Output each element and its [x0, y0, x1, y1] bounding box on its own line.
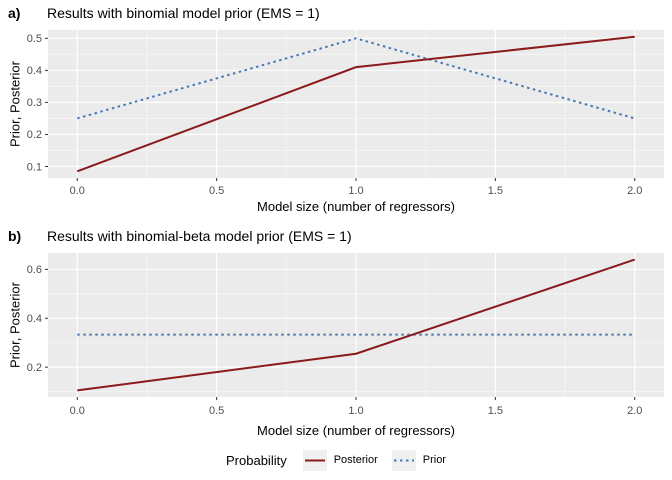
y-tick-label-a: 0.3	[27, 97, 42, 109]
posterior-key-swatch	[302, 449, 327, 471]
x-tick-label-b: 0.5	[209, 405, 224, 417]
panel-a-tag: a)	[8, 5, 21, 21]
prior-line-a	[76, 37, 636, 120]
x-tick-label-b: 1.0	[348, 405, 363, 417]
y-tick-label-a: 0.2	[27, 129, 42, 141]
x-tick-label-a: 0.0	[70, 185, 85, 197]
panel-a-title-text: Results with binomial model prior (EMS =…	[47, 5, 320, 21]
legend: Probability Posterior Prior	[0, 447, 672, 473]
panel-b-ylabel: Prior, Posterior	[7, 282, 23, 368]
panel-a-title: a) Results with binomial model prior (EMS…	[8, 5, 320, 21]
panel-b-title-text: Results with binomial-beta model prior (…	[47, 228, 352, 244]
x-tick-label-b: 0.0	[70, 405, 85, 417]
legend-label-posterior: Posterior	[333, 454, 378, 466]
y-tick-label-a: 0.1	[27, 161, 42, 173]
panel-b-xlabel: Model size (number of regressors)	[257, 423, 455, 438]
legend-title: Probability	[226, 452, 287, 468]
prior-key-swatch	[391, 449, 416, 471]
x-tick-label-b: 2.0	[627, 405, 642, 417]
y-tick-label-b: 0.2	[27, 362, 42, 374]
posterior-line-a	[76, 35, 635, 173]
posterior-line-b	[77, 258, 636, 392]
legend-item-posterior: Posterior	[302, 449, 378, 471]
x-tick-label-a: 1.5	[488, 185, 503, 197]
x-tick-label-b: 1.5	[488, 405, 503, 417]
y-tick-label-b: 0.6	[27, 264, 42, 276]
panel-b-tag: b)	[8, 228, 22, 244]
x-tick-label-a: 1.0	[348, 185, 363, 197]
y-tick-label-a: 0.5	[27, 33, 42, 45]
panel-a-ylabel: Prior, Posterior	[7, 61, 23, 147]
panel-b-title: b) Results with binomial-beta model prior…	[8, 228, 352, 244]
x-tick-label-a: 2.0	[627, 185, 642, 197]
x-tick-label-a: 0.5	[209, 185, 224, 197]
panel-a-xlabel: Model size (number of regressors)	[257, 199, 455, 214]
legend-label-prior: Prior	[422, 454, 446, 466]
y-tick-label-b: 0.4	[27, 313, 42, 325]
legend-item-prior: Prior	[391, 449, 446, 471]
y-tick-label-a: 0.4	[27, 65, 42, 77]
